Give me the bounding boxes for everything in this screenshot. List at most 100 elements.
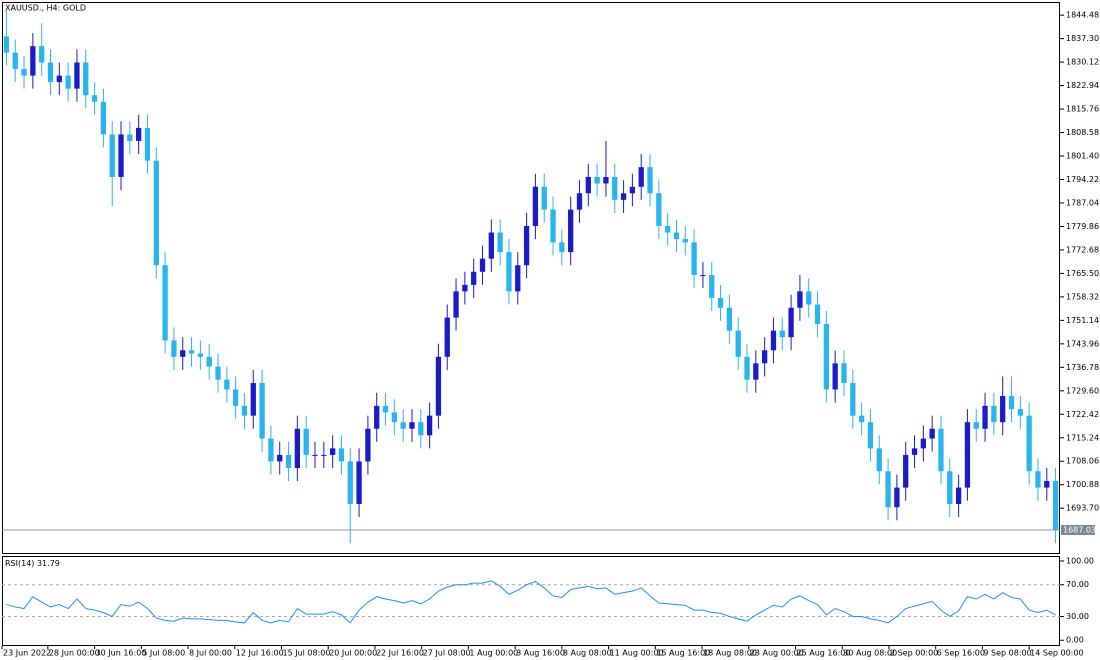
candle-body	[559, 242, 565, 253]
candle-body	[735, 330, 741, 357]
candle-body	[144, 127, 151, 161]
candle-body	[665, 225, 671, 233]
candle-body	[39, 46, 45, 63]
candle-body	[885, 471, 891, 508]
y-tick-label: 0.00	[1066, 636, 1084, 645]
candle-body	[356, 461, 362, 504]
candle-body	[471, 271, 477, 285]
candle-body	[462, 284, 468, 292]
candle-body	[700, 275, 706, 277]
candle-body	[241, 405, 248, 416]
y-tick-label: 1844.48	[1066, 11, 1099, 20]
candle-body	[453, 291, 459, 318]
last-price-tag	[1061, 525, 1095, 536]
x-tick-label: 25 Aug 16:00	[797, 649, 851, 658]
candle-body	[964, 422, 971, 488]
candle-body	[629, 186, 636, 194]
candle-body	[814, 304, 821, 325]
candle-body	[285, 454, 292, 468]
y-tick-label: 1808.58	[1066, 128, 1099, 137]
candle-body	[612, 176, 618, 200]
rsi-label: RSI(14) 31.79	[5, 559, 60, 568]
candle-body	[691, 242, 697, 276]
candle-body	[171, 340, 177, 357]
candle-body	[56, 75, 62, 83]
candle-body	[1008, 396, 1015, 410]
candle-body	[136, 127, 142, 141]
candle-body	[1035, 471, 1041, 488]
candle-body	[911, 448, 918, 455]
x-tick-label: 27 Jul 08:00	[423, 649, 471, 658]
x-tick-label: 28 Jun 00:00	[49, 649, 100, 658]
candle-body	[418, 422, 424, 436]
candle-body	[479, 258, 486, 272]
candle-body	[83, 62, 89, 96]
price-panel	[2, 2, 1060, 554]
candle-body	[576, 193, 583, 210]
candle-body	[717, 297, 724, 308]
y-tick-label: 1794.22	[1066, 175, 1099, 184]
candle-body	[788, 307, 794, 338]
candle-body	[109, 134, 115, 177]
y-tick-label: 1736.78	[1066, 363, 1099, 372]
candle-body	[497, 232, 503, 253]
candle-body	[532, 186, 539, 226]
candle-body	[321, 454, 327, 456]
candle-body	[391, 412, 397, 423]
x-tick-label: 15 Jul 08:00	[282, 649, 330, 658]
x-tick-label: 30 Jun 16:00	[96, 649, 147, 658]
candle-body	[656, 193, 662, 226]
candle-body	[947, 471, 953, 504]
candle-body	[620, 193, 627, 200]
candle-body	[118, 134, 124, 177]
candle-body	[277, 454, 283, 462]
rsi-panel	[2, 556, 1060, 646]
candle-body	[761, 350, 768, 364]
candle-body	[858, 415, 865, 423]
x-tick-label: 18 Aug 08:00	[703, 649, 757, 658]
candle-body	[188, 350, 195, 354]
x-tick-label: 12 Jul 16:00	[236, 649, 284, 658]
candle-body	[250, 382, 256, 416]
candle-body	[779, 330, 785, 338]
candle-body	[365, 428, 371, 462]
y-tick-label: 1715.24	[1066, 433, 1099, 442]
candle-body	[832, 363, 838, 390]
candle-body	[797, 291, 803, 308]
y-tick-label: 1772.68	[1066, 245, 1099, 254]
candle-body	[3, 36, 10, 53]
y-tick-label: 1837.30	[1066, 34, 1099, 43]
candle-body	[515, 265, 521, 292]
candle-body	[259, 382, 265, 439]
candle-body	[929, 428, 935, 439]
x-tick-label: 15 Aug 16:00	[656, 649, 710, 658]
y-tick-label: 70.00	[1066, 580, 1089, 589]
candle-body	[753, 363, 759, 380]
candle-body	[982, 405, 988, 429]
candle-body	[374, 405, 380, 429]
y-tick-label: 1787.04	[1066, 198, 1099, 207]
x-tick-label: 30 Aug 08:00	[843, 649, 897, 658]
y-tick-label: 100.00	[1066, 556, 1094, 565]
last-price-label: 1687.03	[1063, 526, 1096, 535]
candle-body	[770, 330, 777, 351]
candle-body	[100, 101, 107, 135]
candle-body	[709, 275, 715, 298]
x-tick-label: 20 Jul 00:00	[329, 649, 377, 658]
candle-body	[506, 252, 512, 292]
rsi-title: RSI(14)	[5, 559, 34, 568]
x-tick-label: 1 Aug 00:00	[469, 649, 518, 658]
candle-body	[682, 239, 688, 243]
candle-body	[647, 167, 653, 194]
chart-title: XAUUSD., H4: GOLD	[5, 4, 86, 13]
candle-body	[12, 52, 18, 70]
candle-body	[400, 422, 406, 429]
candle-body	[1026, 415, 1032, 472]
candle-body	[938, 428, 944, 472]
candle-body	[541, 186, 547, 210]
candle-body	[920, 438, 926, 449]
x-tick-label: 23 Jun 2022	[3, 649, 51, 658]
y-tick-label: 1722.42	[1066, 410, 1099, 419]
